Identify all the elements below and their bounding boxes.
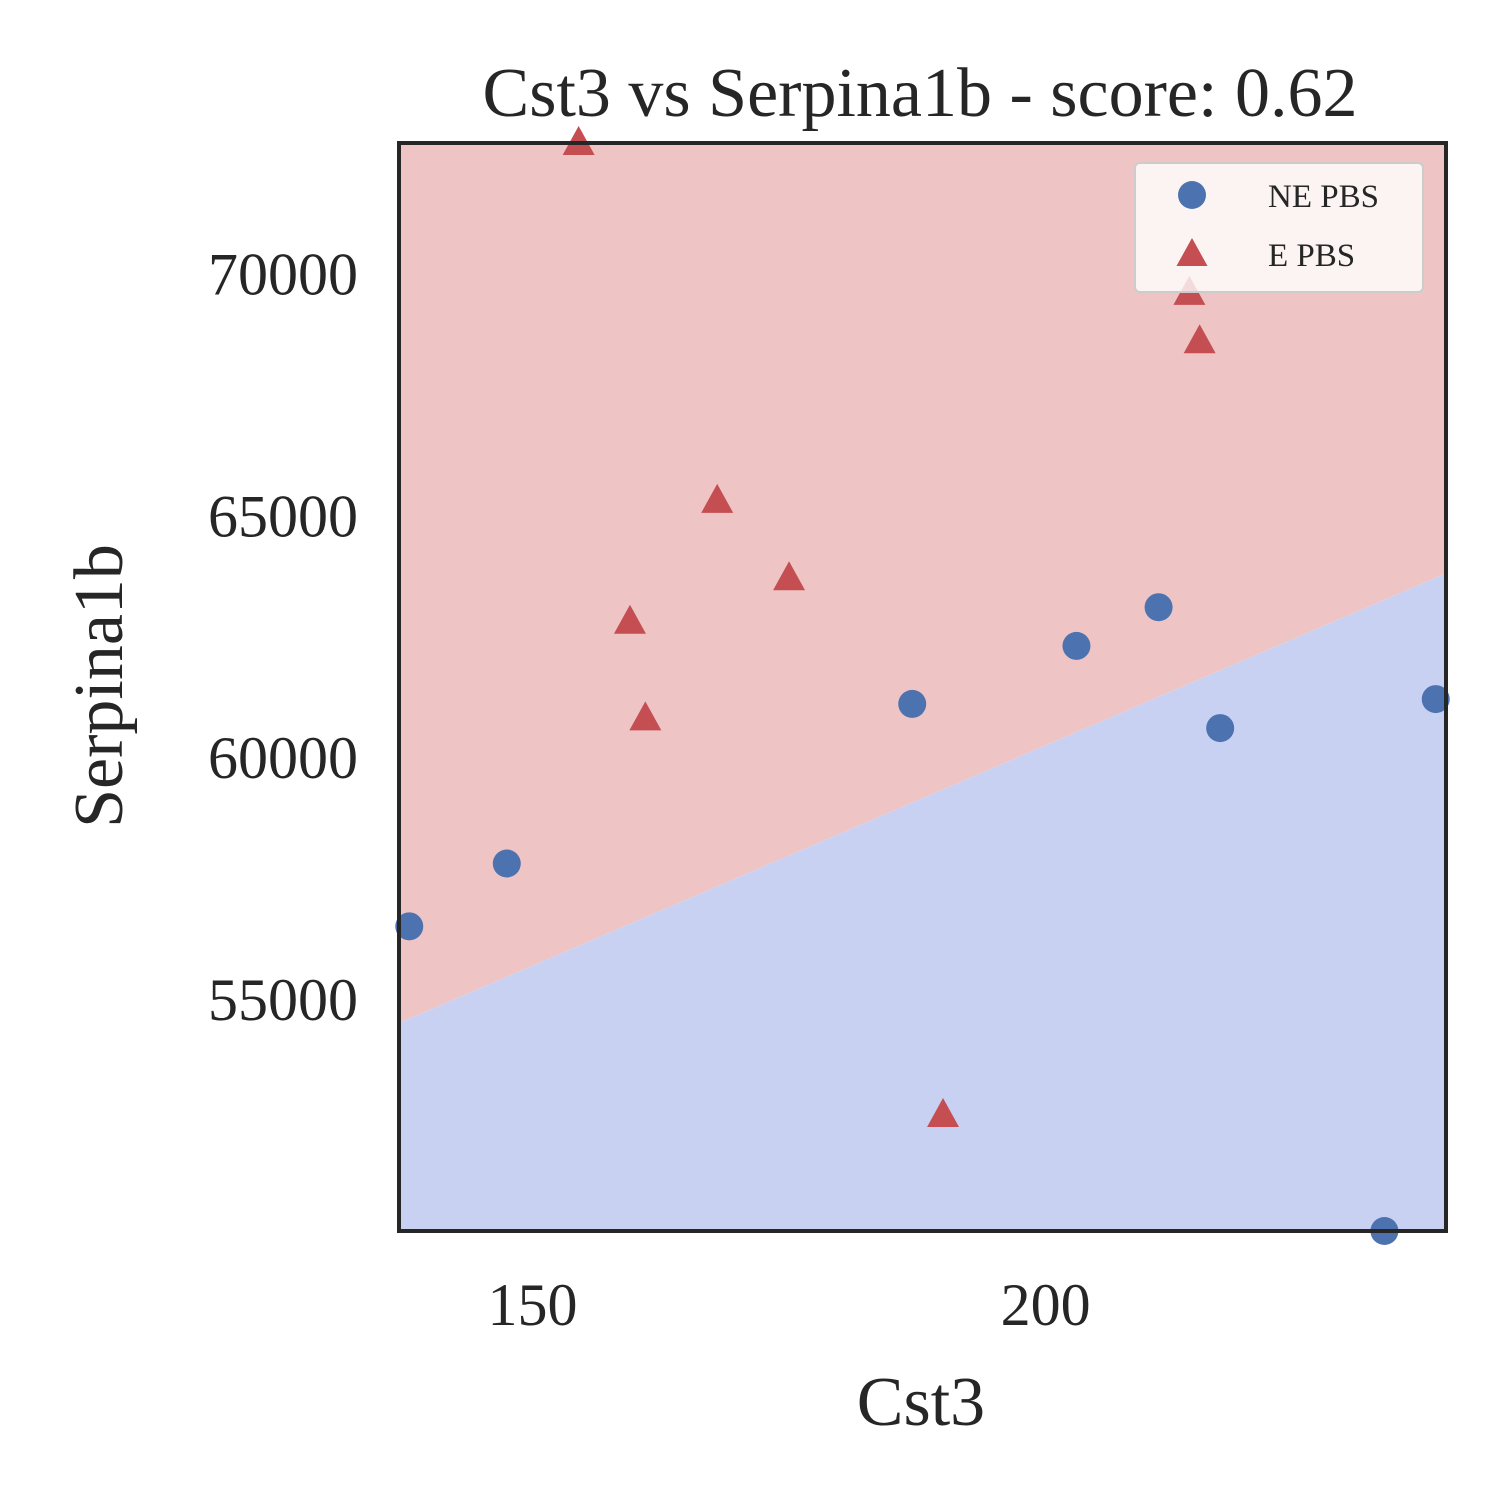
data-markers bbox=[395, 126, 1450, 1245]
point-e-pbs-5 bbox=[927, 1097, 960, 1127]
y-tick-label-55000: 55000 bbox=[208, 967, 358, 1033]
plot-area bbox=[399, 143, 1446, 1231]
y-axis-label: Serpina1b bbox=[61, 544, 138, 828]
x-axis-label: Cst3 bbox=[857, 1364, 985, 1441]
point-ne-pbs-4 bbox=[1144, 593, 1173, 622]
chart-title: Cst3 vs Serpina1b - score: 0.62 bbox=[483, 55, 1358, 132]
x-tick-label-200: 200 bbox=[1001, 1272, 1091, 1338]
point-e-pbs-1 bbox=[613, 604, 646, 634]
point-e-pbs-0 bbox=[562, 126, 595, 155]
legend-marker-e-pbs bbox=[1176, 238, 1208, 266]
x-tick-label-150: 150 bbox=[487, 1272, 577, 1338]
point-e-pbs-7 bbox=[1183, 324, 1216, 354]
point-ne-pbs-3 bbox=[1062, 631, 1091, 660]
region-ne-pbs bbox=[399, 573, 1446, 1231]
plot-frame bbox=[397, 141, 1448, 1233]
point-e-pbs-4 bbox=[773, 561, 806, 591]
legend: NE PBS E PBS bbox=[1134, 162, 1424, 293]
point-ne-pbs-0 bbox=[395, 912, 424, 941]
point-ne-pbs-1 bbox=[492, 849, 521, 878]
point-ne-pbs-7 bbox=[1421, 685, 1450, 714]
y-tick-label-60000: 60000 bbox=[208, 725, 358, 791]
x-ticks: 150 200 bbox=[487, 1272, 1090, 1338]
point-e-pbs-2 bbox=[629, 701, 662, 731]
point-e-pbs-3 bbox=[701, 483, 734, 513]
region-e-pbs bbox=[399, 143, 1446, 1024]
legend-label-e-pbs: E PBS bbox=[1268, 238, 1355, 274]
y-tick-label-65000: 65000 bbox=[208, 483, 358, 549]
point-ne-pbs-2 bbox=[898, 689, 927, 718]
legend-marker-ne-pbs bbox=[1178, 181, 1206, 209]
y-tick-label-70000: 70000 bbox=[208, 242, 358, 308]
legend-label-ne-pbs: NE PBS bbox=[1268, 179, 1379, 215]
point-ne-pbs-5 bbox=[1206, 714, 1235, 743]
y-ticks: 55000 60000 65000 70000 bbox=[208, 242, 358, 1033]
legend-box bbox=[1134, 162, 1424, 293]
